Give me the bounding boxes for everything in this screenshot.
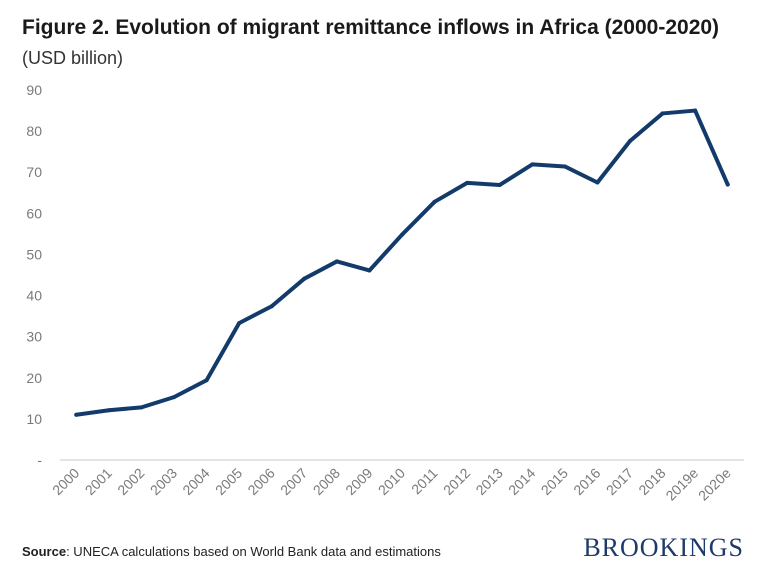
y-tick-label: 30 (26, 329, 42, 345)
y-axis: - 10 20 30 40 50 60 70 80 90 (26, 82, 42, 468)
data-point (693, 108, 698, 113)
y-tick-label: 10 (26, 411, 42, 427)
data-point (595, 180, 600, 185)
y-tick-label: 40 (26, 288, 42, 304)
x-tick-label: 2020e (695, 465, 734, 504)
y-tick-label: 50 (26, 246, 42, 262)
x-tick-label: 2002 (114, 465, 147, 498)
data-point (367, 268, 372, 273)
chart-subtitle: (USD billion) (22, 48, 124, 68)
x-tick-label: 2015 (538, 465, 571, 498)
x-tick-label: 2013 (472, 465, 505, 498)
data-point (204, 378, 209, 383)
y-tick-label: 90 (26, 82, 42, 98)
x-tick-label: 2012 (440, 465, 473, 498)
y-tick-label: 70 (26, 164, 42, 180)
data-point (302, 276, 307, 281)
x-tick-label: 2011 (408, 465, 441, 498)
x-tick-label: 2009 (342, 465, 375, 498)
data-point (106, 408, 111, 413)
data-point (269, 304, 274, 309)
x-tick-label: 2014 (505, 465, 538, 498)
data-point (237, 321, 242, 326)
data-point (725, 182, 730, 187)
source-note: Source: UNECA calculations based on Worl… (22, 544, 441, 559)
data-point (139, 405, 144, 410)
x-tick-label: 2006 (244, 465, 277, 498)
data-point (660, 111, 665, 116)
x-tick-label: 2005 (212, 465, 245, 498)
x-tick-label: 2001 (82, 465, 115, 498)
y-tick-label: 80 (26, 123, 42, 139)
y-tick-label: 20 (26, 370, 42, 386)
data-point (74, 412, 79, 417)
series-group (74, 108, 730, 417)
data-point (465, 180, 470, 185)
data-point (628, 138, 632, 143)
source-label: Source (22, 544, 67, 559)
data-point (562, 164, 567, 169)
x-tick-label: 2000 (49, 465, 82, 498)
data-point (334, 259, 339, 264)
data-point (497, 182, 502, 187)
data-point (172, 395, 176, 400)
y-tick-label: 60 (26, 205, 42, 221)
x-tick-label: 2008 (310, 465, 343, 498)
x-tick-label: 2003 (147, 465, 180, 498)
data-point (530, 162, 535, 167)
series-line (74, 108, 730, 417)
x-tick-label: 2010 (375, 465, 408, 498)
data-point (400, 232, 404, 237)
brookings-logo: BROOKINGS (583, 533, 744, 562)
x-tick-label: 2017 (603, 465, 636, 498)
chart-title: Figure 2. Evolution of migrant remittanc… (22, 16, 720, 39)
source-text: : UNECA calculations based on World Bank… (66, 544, 441, 559)
x-tick-label: 2019e (662, 465, 701, 504)
x-tick-label: 2004 (179, 465, 212, 498)
x-tick-label: 2007 (277, 465, 310, 498)
y-tick-label: - (37, 452, 42, 468)
data-point (432, 199, 437, 204)
x-axis: 2000 2001 2002 2003 2004 2005 2006 2007 2008 2009… (49, 459, 744, 504)
x-tick-label: 2016 (570, 465, 603, 498)
